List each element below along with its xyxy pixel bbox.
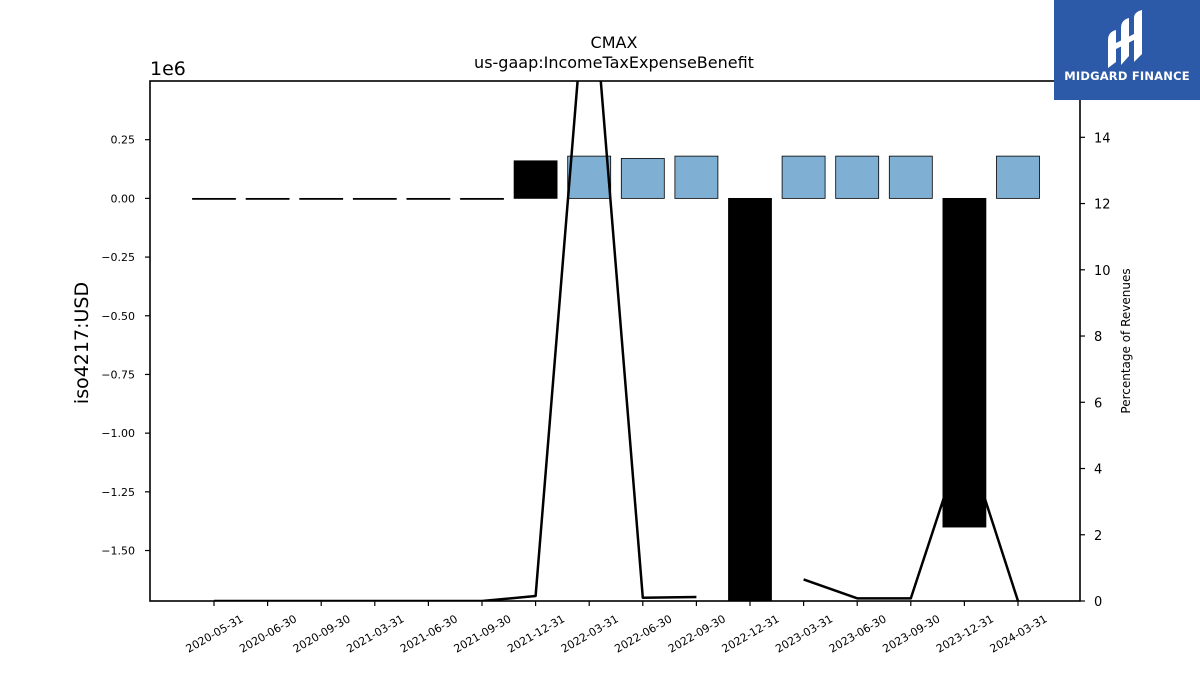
midgard-finance-logo: MIDGARD FINANCE: [1054, 0, 1200, 100]
x-tick-label: 2023-09-30: [880, 612, 942, 655]
bar: [620, 158, 665, 199]
y-tick-label: −0.75: [101, 368, 135, 381]
y2-tick-label: 2: [1094, 529, 1102, 544]
x-tick-label: 2022-03-31: [559, 612, 621, 655]
x-tick-label: 2021-12-31: [505, 612, 567, 655]
bar: [888, 155, 933, 199]
bar: [996, 155, 1040, 199]
x-tick-label: 2020-06-30: [237, 612, 299, 655]
y2-tick-label: 14: [1094, 131, 1111, 146]
bar: [299, 197, 344, 200]
x-tick-label: 2023-12-31: [934, 612, 996, 655]
x-tick-label: 2022-06-30: [612, 612, 674, 655]
bar: [406, 197, 451, 200]
y-axis-label: iso4217:USD: [71, 282, 93, 404]
logo-mark-icon: [1108, 10, 1142, 68]
y2-tick-label: 4: [1094, 463, 1102, 478]
chart-title: CMAX: [591, 33, 638, 52]
y-tick-label: −1.25: [101, 486, 135, 499]
series-line: [803, 434, 1020, 601]
bar: [728, 197, 772, 601]
bar: [567, 155, 612, 199]
bar: [942, 197, 987, 528]
bar: [513, 160, 558, 199]
x-tick-label: 2022-09-30: [666, 612, 728, 655]
x-tick-label: 2021-03-31: [344, 612, 406, 655]
x-tick-label: 2021-09-30: [452, 612, 514, 655]
x-tick-label: 2023-03-31: [773, 612, 835, 655]
bars-group: [192, 155, 1040, 601]
x-tick-label: 2023-06-30: [827, 612, 889, 655]
x-tick-label: 2020-09-30: [291, 612, 353, 655]
plot-frame: [149, 80, 1081, 602]
y2-tick-label: 12: [1094, 198, 1111, 213]
bar: [674, 155, 719, 199]
logo-text: MIDGARD FINANCE: [1064, 69, 1190, 83]
y2-tick-label: 6: [1094, 396, 1102, 411]
bar: [460, 197, 504, 200]
bar: [192, 197, 236, 200]
x-tick-label: 2024-03-31: [988, 612, 1050, 655]
y-tick-label: −0.50: [101, 310, 135, 323]
y2-tick-label: 0: [1094, 595, 1102, 610]
x-tick-label: 2022-12-31: [720, 612, 782, 655]
y-tick-label: −1.00: [101, 427, 135, 440]
x-tick-label: 2021-06-30: [398, 612, 460, 655]
series-line: [214, 81, 697, 601]
y2-tick-label: 8: [1094, 330, 1102, 345]
x-tick-label: 2020-05-31: [184, 612, 246, 655]
y2-tick-label: 10: [1094, 264, 1111, 279]
bar: [781, 155, 826, 199]
bar: [245, 197, 290, 200]
line-group: [214, 81, 1020, 601]
y-tick-label: −1.50: [101, 545, 135, 558]
y-tick-label: −0.25: [101, 251, 135, 264]
y-offset-label: 1e6: [150, 58, 186, 80]
bar: [835, 155, 880, 199]
chart-subtitle: us-gaap:IncomeTaxExpenseBenefit: [474, 53, 754, 72]
y2-axis-label: Percentage of Revenues: [1119, 268, 1133, 413]
y-tick-label: 0.00: [111, 192, 136, 205]
bar: [352, 197, 397, 200]
y-tick-label: 0.25: [111, 134, 136, 147]
